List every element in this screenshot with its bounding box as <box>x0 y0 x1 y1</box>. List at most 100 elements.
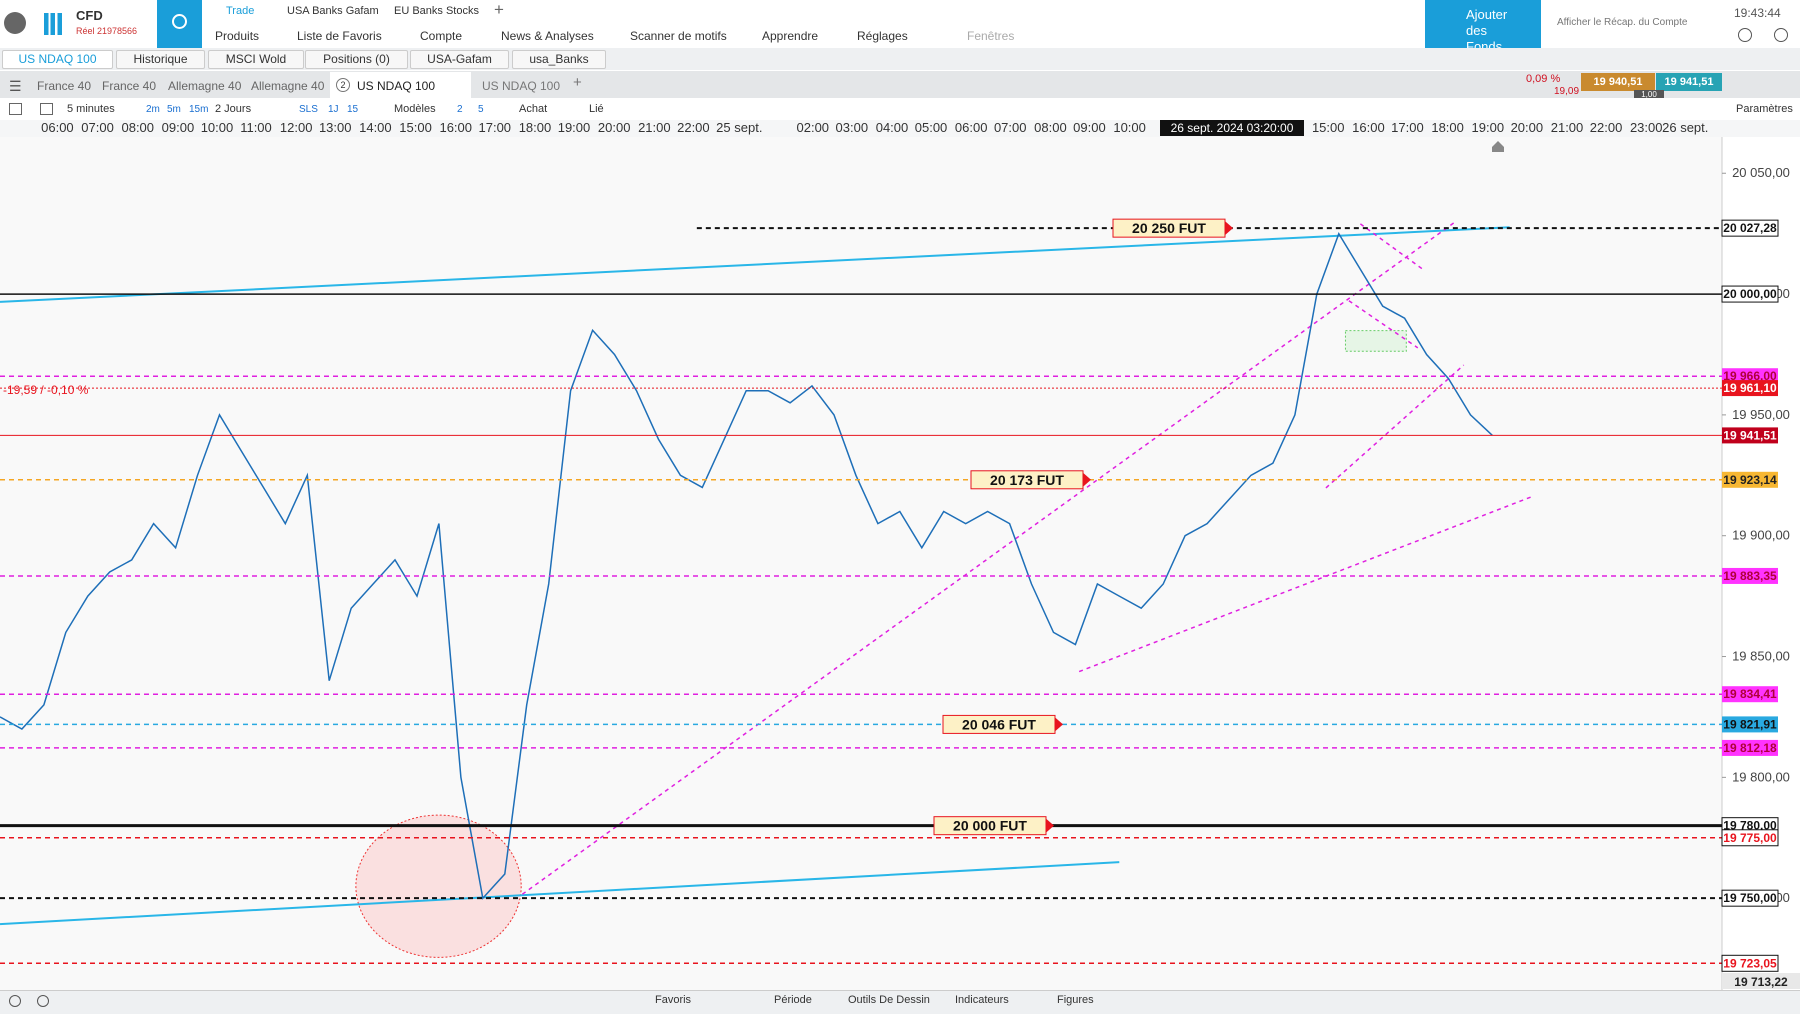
footer-item[interactable]: Figures <box>1057 994 1094 1006</box>
spread: 1,00 <box>1634 90 1664 99</box>
watchlist-tab[interactable]: Positions (0) <box>305 50 408 69</box>
time-label: 06:00 <box>955 120 988 135</box>
time-label: 03:00 <box>836 120 869 135</box>
plot-area <box>0 137 1722 990</box>
watchlist-tab[interactable]: US NDAQ 100 <box>2 50 113 69</box>
menu-item[interactable]: Apprendre <box>762 29 819 43</box>
time-label: 09:00 <box>162 120 195 135</box>
zone <box>1344 330 1407 352</box>
logo <box>44 13 62 35</box>
time-label: 18:00 <box>1431 120 1464 135</box>
account: Réel 21978566 <box>76 26 138 36</box>
price-line <box>0 231 1493 900</box>
linked[interactable]: Lié <box>589 103 604 115</box>
time-label: 02:00 <box>797 120 830 135</box>
bid[interactable]: 19 940,51 <box>1581 73 1655 91</box>
add-tab[interactable]: + <box>494 0 504 19</box>
profile-icon[interactable] <box>4 12 26 34</box>
quick-interval[interactable]: 15m <box>189 104 209 115</box>
toolbar-icon[interactable] <box>40 103 53 115</box>
footer-item[interactable]: Indicateurs <box>955 994 1009 1006</box>
level-label: 19 812,18 <box>1723 741 1777 755</box>
buy[interactable]: Achat <box>519 103 548 115</box>
info-icon[interactable] <box>1738 28 1752 42</box>
time-label: 16:00 <box>1352 120 1385 135</box>
quick-interval[interactable]: 2m <box>146 104 160 115</box>
add-chart-tab[interactable]: + <box>573 74 582 91</box>
change-label: -19,59 / -0,10 % <box>3 383 89 397</box>
level-label: 19 723,05 <box>1723 956 1777 970</box>
top-tab[interactable]: EU Banks Stocks <box>394 5 479 17</box>
quote-change: 19,09 <box>1554 86 1580 97</box>
level-label-box <box>1721 285 1779 303</box>
brand: CFD <box>76 8 103 23</box>
level-label-box <box>1722 686 1778 703</box>
time-label: 08:00 <box>121 120 154 135</box>
sls[interactable]: SLS <box>299 104 318 115</box>
interval[interactable]: 5 minutes <box>67 103 115 115</box>
power-icon[interactable] <box>1774 28 1788 42</box>
time-label: 10:00 <box>201 120 234 135</box>
menu-item[interactable]: Fenêtres <box>967 29 1015 43</box>
watchlist-tab[interactable]: Historique <box>116 50 205 69</box>
funds-button[interactable] <box>1425 0 1541 48</box>
time-label: 22:00 <box>1590 120 1623 135</box>
chart-tab[interactable]: US NDAQ 100 <box>482 79 561 93</box>
day[interactable]: 1J <box>328 104 339 115</box>
trendline <box>0 861 1120 926</box>
annotation-arrow <box>1046 818 1054 833</box>
watchlist-tab[interactable]: MSCI Wold <box>208 50 304 69</box>
range[interactable]: 2 Jours <box>215 103 252 115</box>
level-label: 19 966,00 <box>1723 369 1777 383</box>
chart-tab-bar <box>0 71 1800 99</box>
chart-tab[interactable]: Allemagne 40 <box>251 79 325 93</box>
top-tab[interactable]: Trade <box>226 5 255 17</box>
level-label-box <box>1722 427 1778 444</box>
time-axis <box>0 120 1800 137</box>
cursor-time: 26 sept. 2024 03:20:00 <box>1171 121 1294 135</box>
time-label: 10:00 <box>1113 120 1146 135</box>
models[interactable]: Modèles <box>394 103 436 115</box>
fifteen[interactable]: 15 <box>347 104 359 115</box>
menu-item[interactable]: Scanner de motifs <box>630 29 727 43</box>
bottom-price-box <box>1722 973 1800 989</box>
active-chart-tab[interactable] <box>330 72 471 98</box>
watchlist-tab[interactable]: usa_Banks <box>512 50 606 69</box>
toolbar-icon[interactable] <box>9 103 22 115</box>
chart-tab[interactable]: France 40 <box>102 79 157 93</box>
menu-item[interactable]: Compte <box>420 29 463 43</box>
trendline <box>1348 300 1419 349</box>
chart-tab[interactable]: Allemagne 40 <box>168 79 242 93</box>
level-label: 19 883,35 <box>1723 569 1777 583</box>
ask[interactable]: 19 941,51 <box>1656 73 1722 91</box>
footer-item[interactable]: Favoris <box>655 994 692 1006</box>
trendline <box>1325 364 1465 489</box>
menu-item[interactable]: Réglages <box>857 29 908 43</box>
annotation: 20 046 FUT <box>962 716 1036 732</box>
settings[interactable]: Paramètres <box>1736 103 1793 115</box>
summary-link[interactable]: Afficher le Récap. du Compte <box>1557 17 1688 28</box>
clock: 19:43:44 <box>1734 6 1781 20</box>
time-label: 18:00 <box>519 120 552 135</box>
menu-item[interactable]: News & Analyses <box>501 29 594 43</box>
footer-icon[interactable] <box>37 995 49 1007</box>
chart-tab[interactable]: France 40 <box>37 79 92 93</box>
menu-icon[interactable]: ☰ <box>9 78 22 94</box>
chart-tab[interactable]: US NDAQ 100 <box>357 79 436 93</box>
two[interactable]: 2 <box>457 104 463 115</box>
level-label: 19 834,41 <box>1723 687 1777 701</box>
quick-interval[interactable]: 5m <box>167 104 181 115</box>
footer-icon[interactable] <box>9 995 21 1007</box>
watchlist-tab[interactable]: USA-Gafam <box>410 50 509 69</box>
bottom-price: 19 713,22 <box>1734 975 1788 989</box>
five[interactable]: 5 <box>478 104 484 115</box>
footer-item[interactable]: Outils De Dessin <box>848 994 930 1006</box>
footer-item[interactable]: Période <box>774 994 812 1006</box>
time-label: 15:00 <box>1312 120 1345 135</box>
menu-item[interactable]: Produits <box>215 29 260 43</box>
highlight-circle <box>355 814 522 958</box>
level-label: 19 750,00 <box>1723 891 1777 905</box>
top-tab[interactable]: USA Banks Gafam <box>287 5 379 17</box>
search-icon <box>172 14 187 29</box>
menu-item[interactable]: Liste de Favoris <box>297 29 382 43</box>
